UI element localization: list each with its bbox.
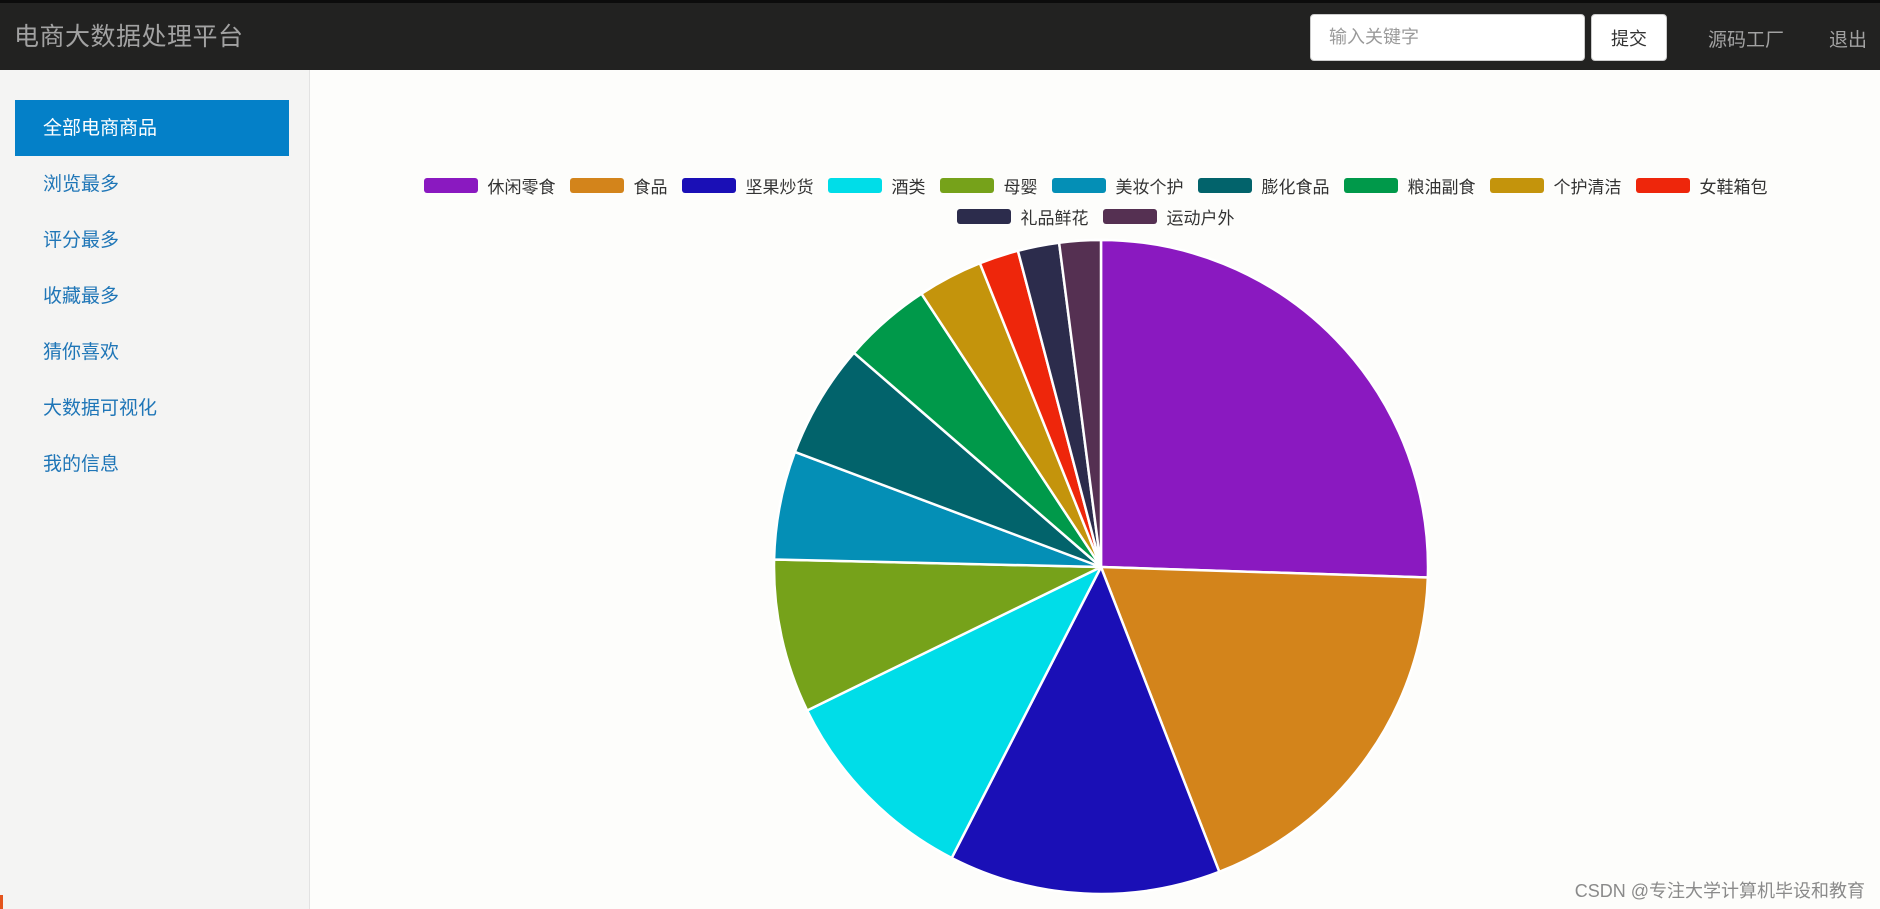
legend-label: 运动户外	[1166, 209, 1235, 229]
pie-slice-nuts[interactable]	[950, 565, 1221, 896]
legend-item-beauty[interactable]: 美妆个护	[1051, 173, 1184, 198]
legend-label: 坚果炒货	[745, 178, 814, 198]
legend-item-gifts-flowers[interactable]: 礼品鲜花	[956, 204, 1089, 229]
legend-label: 粮油副食	[1407, 178, 1476, 198]
legend-swatch	[1489, 178, 1544, 193]
corner-mark	[0, 895, 3, 909]
legend-label: 膨化食品	[1261, 178, 1330, 198]
pie-slice-sports-outdoor[interactable]	[1057, 238, 1103, 569]
legend-label: 女鞋箱包	[1699, 178, 1768, 198]
pie-slice-liquor[interactable]	[805, 565, 1103, 860]
legend-item-personal-care[interactable]: 个护清洁	[1489, 173, 1622, 198]
sidebar-item-top-rated[interactable]: 评分最多	[43, 229, 120, 251]
legend-item-grain-oil[interactable]: 粮油副食	[1343, 173, 1476, 198]
watermark: CSDN @专注大学计算机毕设和教育	[1574, 881, 1865, 901]
pie-slice-maternity[interactable]	[772, 558, 1103, 712]
legend-label: 个护清洁	[1553, 178, 1622, 198]
legend-swatch	[956, 209, 1011, 224]
legend-label: 美妆个护	[1115, 178, 1184, 198]
legend-item-puffed-food[interactable]: 膨化食品	[1197, 173, 1330, 198]
sidebar-item-recommendations[interactable]: 猜你喜欢	[43, 341, 120, 363]
legend-swatch	[1343, 178, 1398, 193]
legend-swatch	[1051, 178, 1106, 193]
legend-swatch	[569, 178, 624, 193]
legend-swatch	[681, 178, 736, 193]
legend-label: 母婴	[1003, 178, 1038, 198]
submit-button[interactable]: 提交	[1591, 14, 1667, 61]
legend-swatch	[1197, 178, 1252, 193]
sidebar-item-all-products[interactable]: 全部电商商品	[15, 100, 289, 156]
search-input[interactable]	[1310, 14, 1585, 61]
legend-item-shoes-bags[interactable]: 女鞋箱包	[1635, 173, 1768, 198]
legend-swatch	[423, 178, 478, 193]
legend-item-food[interactable]: 食品	[569, 173, 668, 198]
pie-chart	[772, 238, 1430, 896]
legend-item-nuts[interactable]: 坚果炒货	[681, 173, 814, 198]
brand-title[interactable]: 电商大数据处理平台	[14, 22, 244, 51]
chart-legend: 休闲零食 食品 坚果炒货 酒类 母婴 美妆个护 膨化食品 粮油副食 个护清洁 女鞋箱包礼品鲜花 运动…	[311, 170, 1880, 232]
legend-label: 休闲零食	[487, 178, 556, 198]
sidebar-item-big-data-visualization[interactable]: 大数据可视化	[43, 397, 158, 419]
legend-item-maternity[interactable]: 母婴	[939, 173, 1038, 198]
legend-label: 食品	[633, 178, 668, 198]
legend-item-sports-outdoor[interactable]: 运动户外	[1102, 204, 1235, 229]
sidebar: 全部电商商品 浏览最多 评分最多 收藏最多 猜你喜欢 大数据可视化 我的信息	[0, 70, 310, 909]
legend-swatch	[1102, 209, 1157, 224]
legend-item-liquor[interactable]: 酒类	[827, 173, 926, 198]
chart-panel: 休闲零食 食品 坚果炒货 酒类 母婴 美妆个护 膨化食品 粮油副食 个护清洁 女鞋箱包礼品鲜花 运动…	[311, 70, 1880, 909]
legend-row: 礼品鲜花 运动户外	[311, 201, 1880, 232]
legend-swatch	[827, 178, 882, 193]
top-navbar: 电商大数据处理平台 提交 源码工厂 退出	[0, 0, 1880, 70]
legend-row: 休闲零食 食品 坚果炒货 酒类 母婴 美妆个护 膨化食品 粮油副食 个护清洁 女鞋箱包	[311, 170, 1880, 201]
sidebar-item-most-favorited[interactable]: 收藏最多	[43, 285, 120, 307]
pie-slice-snacks[interactable]	[1099, 238, 1430, 579]
sidebar-item-my-info[interactable]: 我的信息	[43, 453, 120, 475]
pie-slice-food[interactable]	[1099, 565, 1430, 874]
legend-swatch	[1635, 178, 1690, 193]
legend-label: 礼品鲜花	[1020, 209, 1089, 229]
legend-swatch	[939, 178, 994, 193]
source-factory-link[interactable]: 源码工厂	[1708, 29, 1785, 51]
sidebar-item-most-viewed[interactable]: 浏览最多	[43, 173, 120, 195]
legend-label: 酒类	[891, 178, 926, 198]
logout-link[interactable]: 退出	[1829, 29, 1868, 51]
legend-item-snacks[interactable]: 休闲零食	[423, 173, 556, 198]
